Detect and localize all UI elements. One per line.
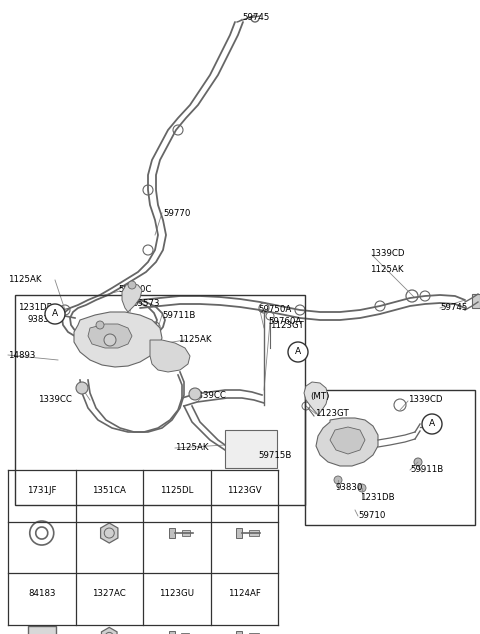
Bar: [28, 626, 56, 634]
Text: 59711B: 59711B: [162, 311, 195, 320]
Text: 59750A: 59750A: [258, 306, 291, 314]
Circle shape: [96, 321, 104, 329]
Bar: [236, 631, 242, 634]
Text: 1327AC: 1327AC: [92, 590, 126, 598]
Text: 14893: 14893: [8, 351, 36, 359]
Bar: [225, 430, 277, 468]
Text: 93830: 93830: [28, 316, 55, 325]
Text: 1125AK: 1125AK: [175, 444, 208, 453]
Text: 1231DB: 1231DB: [18, 304, 53, 313]
Text: 1123GU: 1123GU: [159, 590, 194, 598]
Text: 84183: 84183: [28, 590, 56, 598]
Polygon shape: [316, 418, 378, 466]
Bar: [236, 528, 242, 538]
Text: A: A: [52, 309, 58, 318]
Text: 93830: 93830: [335, 484, 362, 493]
Text: 59911B: 59911B: [410, 465, 443, 474]
Bar: [15, 295, 305, 505]
Text: 1123GT: 1123GT: [315, 410, 349, 418]
Text: 59710: 59710: [358, 512, 385, 521]
Text: 1231DB: 1231DB: [360, 493, 395, 503]
Bar: [472, 294, 480, 308]
Polygon shape: [150, 340, 190, 372]
Text: 59745: 59745: [440, 304, 468, 313]
Bar: [182, 530, 190, 536]
Polygon shape: [101, 523, 118, 543]
Circle shape: [189, 388, 201, 400]
Text: 1125AK: 1125AK: [178, 335, 212, 344]
Text: A: A: [429, 420, 435, 429]
Circle shape: [414, 458, 422, 466]
Polygon shape: [101, 628, 117, 634]
Text: 1124AF: 1124AF: [228, 590, 261, 598]
Text: 1125AK: 1125AK: [8, 276, 41, 285]
Text: A: A: [295, 347, 301, 356]
Text: 1351CA: 1351CA: [92, 486, 126, 495]
Text: 1125DL: 1125DL: [160, 486, 193, 495]
Polygon shape: [304, 382, 328, 415]
Polygon shape: [330, 427, 365, 454]
Polygon shape: [122, 283, 142, 312]
Circle shape: [76, 382, 88, 394]
Bar: [169, 631, 175, 634]
Text: 1339CC: 1339CC: [192, 392, 226, 401]
Polygon shape: [74, 312, 162, 367]
Circle shape: [45, 304, 65, 324]
Circle shape: [422, 414, 442, 434]
Text: 1123GT: 1123GT: [270, 321, 304, 330]
Text: (MT): (MT): [310, 392, 329, 401]
Text: 1125AK: 1125AK: [370, 266, 404, 275]
Polygon shape: [88, 324, 132, 348]
Bar: [169, 528, 175, 538]
Bar: [249, 530, 259, 536]
Circle shape: [358, 484, 366, 492]
Text: 59770: 59770: [163, 209, 191, 217]
Text: 1123GV: 1123GV: [227, 486, 262, 495]
Circle shape: [104, 334, 116, 346]
Text: 1339CD: 1339CD: [370, 250, 405, 259]
Text: 59760A: 59760A: [268, 318, 301, 327]
Text: 55573: 55573: [132, 299, 159, 309]
Text: 1731JF: 1731JF: [27, 486, 57, 495]
Circle shape: [288, 342, 308, 362]
Text: 1339CD: 1339CD: [408, 396, 443, 404]
Circle shape: [334, 476, 342, 484]
Bar: [305, 390, 475, 525]
Text: 59700C: 59700C: [118, 285, 151, 295]
Circle shape: [53, 309, 63, 319]
Text: 59715B: 59715B: [258, 451, 291, 460]
Circle shape: [128, 281, 136, 289]
Text: 59745: 59745: [242, 13, 269, 22]
Text: 1339CC: 1339CC: [38, 396, 72, 404]
